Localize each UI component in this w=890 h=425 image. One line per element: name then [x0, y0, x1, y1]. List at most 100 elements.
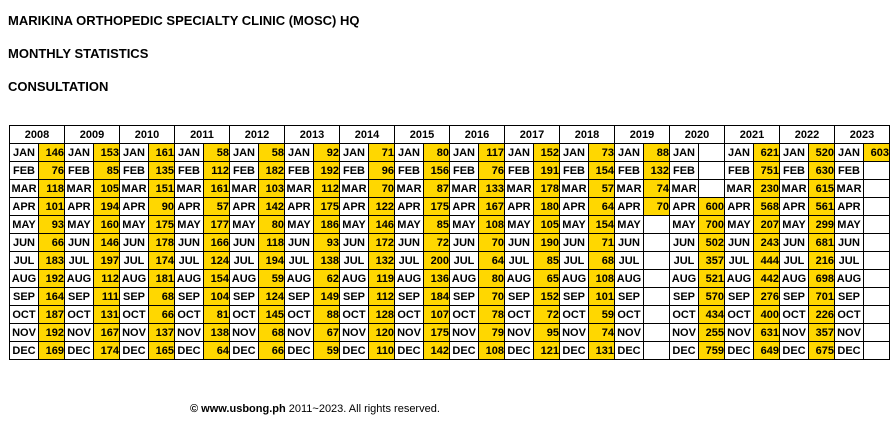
- month-label: JAN: [9, 143, 39, 162]
- month-label: JUL: [394, 251, 424, 270]
- value-cell: [643, 269, 670, 288]
- table-row: JUL 183 JUL 197 JUL 174 JUL 124 JUL 194 JUL 138 JUL 1…: [9, 251, 890, 270]
- value-cell: 72: [423, 233, 450, 252]
- value-cell: 152: [533, 287, 560, 306]
- month-label: AUG: [724, 269, 754, 288]
- month-label: OCT: [119, 305, 149, 324]
- value-cell: 85: [533, 251, 560, 270]
- value-cell: 154: [203, 269, 230, 288]
- month-label: NOV: [559, 323, 589, 342]
- value-cell: 85: [423, 215, 450, 234]
- month-label: AUG: [559, 269, 589, 288]
- value-cell: 112: [93, 269, 120, 288]
- month-label: NOV: [614, 323, 644, 342]
- month-label: JAN: [834, 143, 864, 162]
- value-cell: 90: [148, 197, 175, 216]
- month-label: JUN: [284, 233, 314, 252]
- month-label: MAR: [394, 179, 424, 198]
- value-cell: 79: [478, 323, 505, 342]
- value-cell: 434: [698, 305, 725, 324]
- month-label: JUL: [229, 251, 259, 270]
- month-label: APR: [669, 197, 699, 216]
- value-cell: [863, 323, 890, 342]
- value-cell: 175: [423, 197, 450, 216]
- value-cell: 71: [368, 143, 395, 162]
- value-cell: 192: [38, 323, 65, 342]
- month-label: DEC: [394, 341, 424, 360]
- value-cell: 230: [753, 179, 780, 198]
- value-cell: 151: [148, 179, 175, 198]
- value-cell: 138: [203, 323, 230, 342]
- value-cell: 131: [93, 305, 120, 324]
- table-row: MAY 93 MAY 160 MAY 175 MAY 177 MAY 80 MAY 186 MAY 146…: [9, 215, 890, 234]
- month-label: JUL: [669, 251, 699, 270]
- value-cell: 568: [753, 197, 780, 216]
- value-cell: 187: [38, 305, 65, 324]
- value-cell: [643, 287, 670, 306]
- value-cell: 700: [698, 215, 725, 234]
- value-cell: 192: [38, 269, 65, 288]
- value-cell: 135: [148, 161, 175, 180]
- value-cell: 103: [258, 179, 285, 198]
- value-cell: 167: [93, 323, 120, 342]
- month-label: NOV: [339, 323, 369, 342]
- value-cell: 66: [148, 305, 175, 324]
- value-cell: 166: [203, 233, 230, 252]
- value-cell: 138: [313, 251, 340, 270]
- month-label: APR: [119, 197, 149, 216]
- value-cell: 59: [588, 305, 615, 324]
- month-label: NOV: [229, 323, 259, 342]
- month-label: FEB: [669, 161, 699, 180]
- footer: © www.usbong.ph 2011~2023. All rights re…: [190, 403, 440, 415]
- value-cell: 66: [38, 233, 65, 252]
- value-cell: 105: [93, 179, 120, 198]
- value-cell: 104: [203, 287, 230, 306]
- month-label: APR: [779, 197, 809, 216]
- month-label: NOV: [64, 323, 94, 342]
- month-label: AUG: [229, 269, 259, 288]
- month-label: MAR: [174, 179, 204, 198]
- month-label: FEB: [559, 161, 589, 180]
- year-header: 2008: [9, 125, 65, 144]
- month-label: NOV: [834, 323, 864, 342]
- month-label: FEB: [64, 161, 94, 180]
- month-label: MAY: [119, 215, 149, 234]
- table-row: DEC 169 DEC 174 DEC 165 DEC 64 DEC 66 DEC 59 DEC 110 D…: [9, 341, 890, 360]
- year-header: 2015: [394, 125, 450, 144]
- copyright-text: 2011~2023. All rights reserved.: [285, 403, 440, 415]
- month-label: MAR: [229, 179, 259, 198]
- month-label: OCT: [284, 305, 314, 324]
- value-cell: [643, 215, 670, 234]
- value-cell: 154: [588, 215, 615, 234]
- table-row: APR 101 APR 194 APR 90 APR 57 APR 142 APR 175 APR 122…: [9, 197, 890, 216]
- month-label: MAY: [834, 215, 864, 234]
- value-cell: 74: [588, 323, 615, 342]
- value-cell: 88: [643, 143, 670, 162]
- month-label: OCT: [64, 305, 94, 324]
- value-cell: 65: [533, 269, 560, 288]
- month-label: JAN: [174, 143, 204, 162]
- value-cell: 64: [588, 197, 615, 216]
- year-header: 2009: [64, 125, 120, 144]
- month-label: FEB: [834, 161, 864, 180]
- value-cell: 108: [478, 341, 505, 360]
- month-label: JUN: [449, 233, 479, 252]
- value-cell: 442: [753, 269, 780, 288]
- value-cell: 121: [533, 341, 560, 360]
- month-label: NOV: [174, 323, 204, 342]
- value-cell: [643, 233, 670, 252]
- month-label: AUG: [64, 269, 94, 288]
- value-cell: 101: [38, 197, 65, 216]
- month-label: JUN: [779, 233, 809, 252]
- section-title: CONSULTATION: [8, 79, 109, 94]
- table-row: AUG 192 AUG 112 AUG 181 AUG 154 AUG 59 AUG 62 AUG 119…: [9, 269, 890, 288]
- month-label: JUL: [339, 251, 369, 270]
- value-cell: [863, 305, 890, 324]
- month-label: OCT: [724, 305, 754, 324]
- month-label: FEB: [449, 161, 479, 180]
- value-cell: 649: [753, 341, 780, 360]
- value-cell: 152: [533, 143, 560, 162]
- month-label: APR: [9, 197, 39, 216]
- month-label: JUN: [724, 233, 754, 252]
- value-cell: 88: [313, 305, 340, 324]
